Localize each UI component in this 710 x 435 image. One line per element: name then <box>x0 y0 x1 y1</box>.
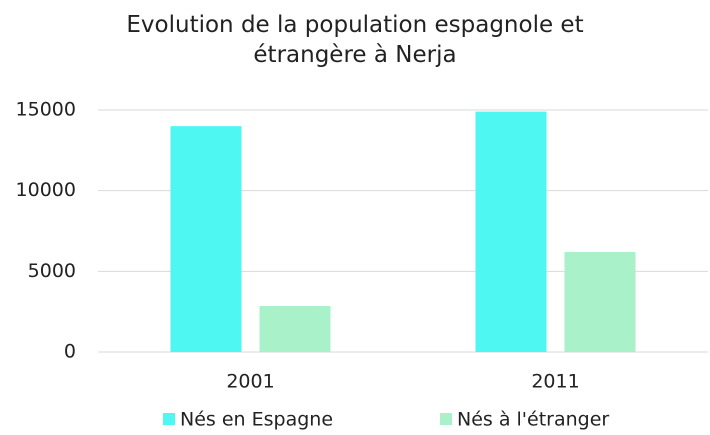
x-tick-label: 2001 <box>226 371 274 393</box>
y-tick-label: 5000 <box>28 260 76 282</box>
y-tick-label: 15000 <box>16 99 76 121</box>
x-tick-label: 2011 <box>531 371 579 393</box>
legend-label: Nés à l'étranger <box>457 409 609 431</box>
bar <box>259 306 331 352</box>
legend-label: Nés en Espagne <box>180 409 333 431</box>
y-tick-label: 10000 <box>16 179 76 201</box>
bar <box>475 111 547 352</box>
legend-swatch <box>163 413 175 425</box>
y-tick-label: 0 <box>64 341 76 363</box>
bar <box>170 126 242 352</box>
bar <box>564 251 636 352</box>
chart-title: Evolution de la population espagnole et … <box>126 12 584 68</box>
legend-swatch <box>440 413 452 425</box>
